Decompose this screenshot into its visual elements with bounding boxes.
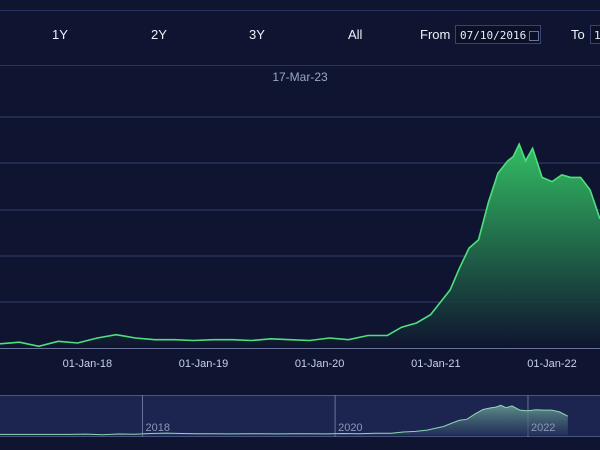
navigator-series-area <box>0 405 568 435</box>
navigator-year-label: 2020 <box>338 422 362 434</box>
to-label: To <box>571 27 585 42</box>
from-date-value: 07/10/2016 <box>460 29 527 42</box>
x-tick-label: 01-Jan-22 <box>527 358 577 370</box>
range-button-3y[interactable]: 3Y <box>249 27 265 42</box>
from-date-input[interactable]: 07/10/2016 <box>455 25 541 44</box>
navigator-labels: 2018 2020 2022 <box>145 422 555 434</box>
range-button-all[interactable]: All <box>348 27 363 42</box>
x-axis-ticks: 01-Jan-18 01-Jan-19 01-Jan-20 01-Jan-21 01-J… <box>63 358 577 370</box>
calendar-icon <box>529 31 540 41</box>
to-date-input[interactable]: 1 <box>590 25 600 44</box>
navigator-year-label: 2018 <box>145 422 169 434</box>
navigator-panel[interactable]: 2018 2020 2022 <box>0 395 600 450</box>
toolbar-bottom-divider <box>0 65 600 66</box>
x-tick-label: 01-Jan-19 <box>179 358 229 370</box>
x-tick-label: 01-Jan-20 <box>295 358 345 370</box>
hover-date-label: 17-Mar-23 <box>272 70 328 84</box>
range-button-1y[interactable]: 1Y <box>52 27 68 42</box>
toolbar-top-divider <box>0 10 600 11</box>
series-line <box>0 142 600 348</box>
price-area-chart[interactable]: 01-Jan-18 01-Jan-19 01-Jan-20 01-Jan-21 01-J… <box>0 95 600 375</box>
x-tick-label: 01-Jan-21 <box>411 358 461 370</box>
navigator-year-label: 2022 <box>531 422 555 434</box>
x-tick-label: 01-Jan-18 <box>63 358 113 370</box>
navigator-series-line <box>0 404 569 436</box>
range-selector-bar: 1Y 2Y 3Y All From 07/10/2016 To 1 <box>0 0 600 66</box>
range-button-2y[interactable]: 2Y <box>151 27 167 42</box>
from-label: From <box>420 27 451 42</box>
series-area <box>0 144 600 348</box>
navigator-scrollbar-track[interactable] <box>0 437 600 450</box>
to-date-value: 1 <box>594 29 600 42</box>
